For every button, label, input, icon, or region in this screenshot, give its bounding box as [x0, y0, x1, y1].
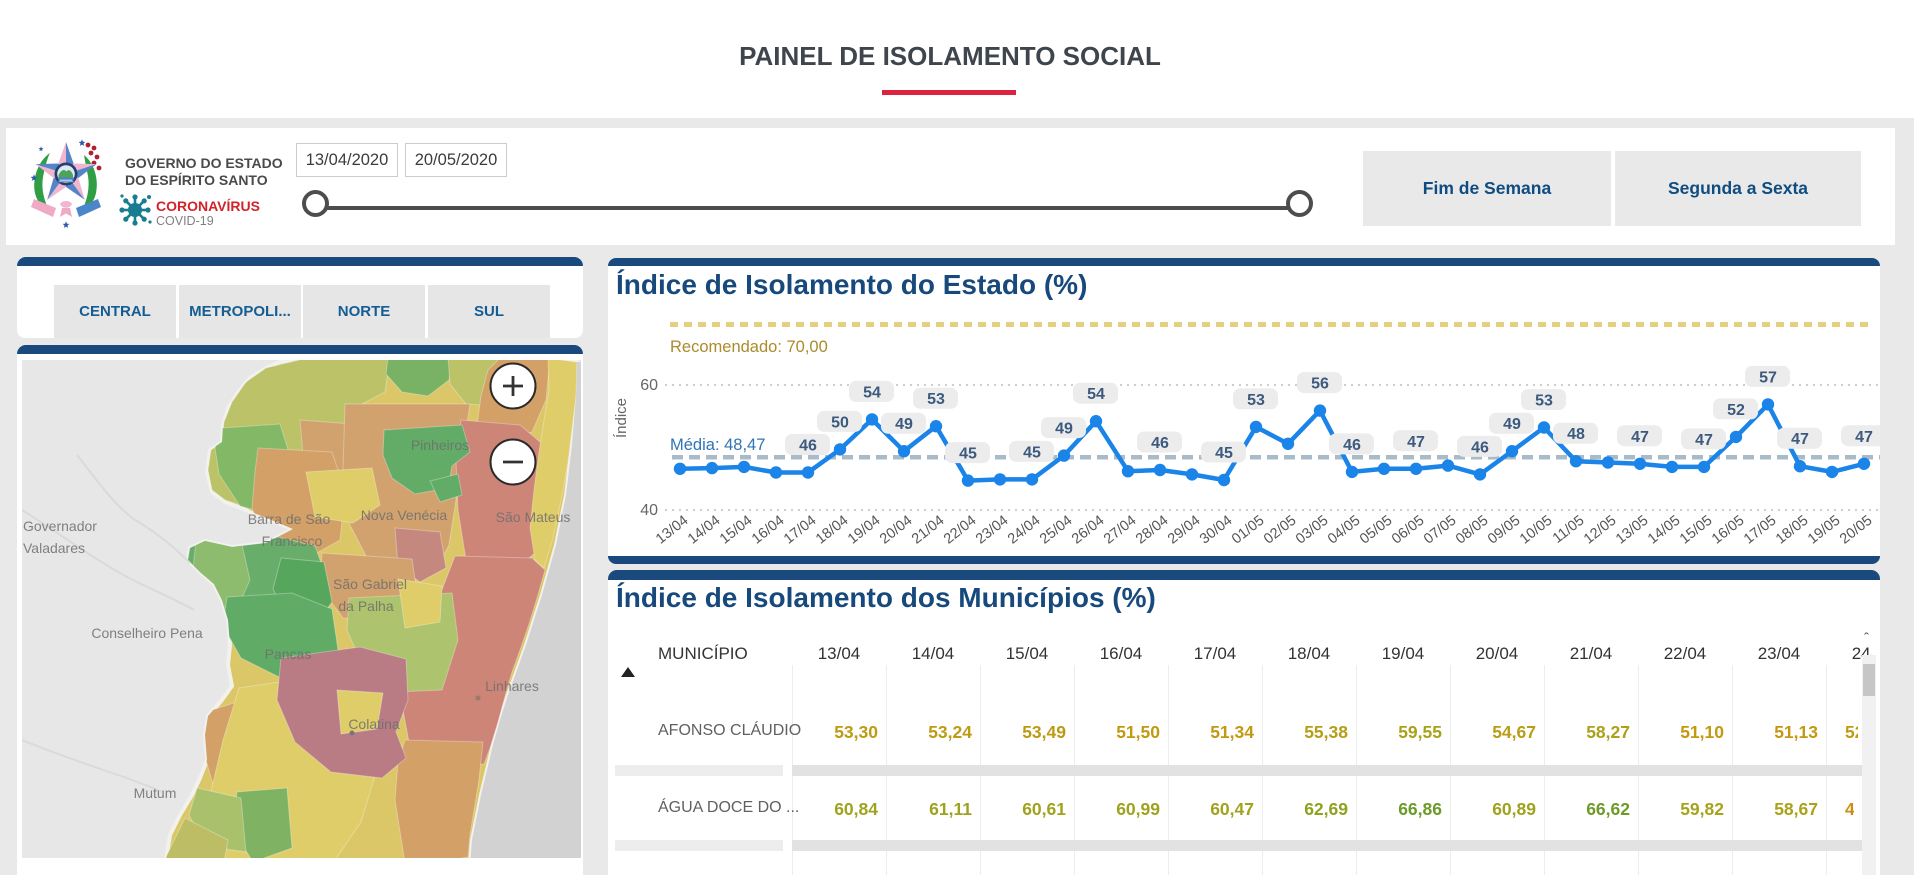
svg-text:Pancas: Pancas	[265, 646, 312, 662]
svg-text:22/04: 22/04	[941, 513, 979, 548]
svg-text:13/05: 13/05	[1613, 513, 1651, 548]
svg-text:48: 48	[1567, 426, 1585, 443]
svg-text:15/05: 15/05	[1677, 513, 1715, 548]
svg-text:12/05: 12/05	[1581, 513, 1619, 548]
svg-text:Nova Venécia: Nova Venécia	[361, 507, 448, 523]
svg-text:46: 46	[1151, 435, 1169, 452]
svg-text:08/05: 08/05	[1453, 513, 1491, 548]
svg-text:Mutum: Mutum	[134, 785, 177, 801]
svg-text:01/05: 01/05	[1229, 513, 1267, 548]
svg-text:21/04: 21/04	[909, 513, 947, 548]
svg-text:Francisco: Francisco	[262, 533, 323, 549]
svg-text:03/05: 03/05	[1293, 513, 1331, 548]
svg-text:11/05: 11/05	[1550, 513, 1588, 547]
svg-text:49: 49	[1055, 421, 1073, 438]
svg-text:20/05: 20/05	[1837, 513, 1875, 548]
svg-text:27/04: 27/04	[1101, 513, 1139, 548]
svg-text:60: 60	[640, 377, 658, 394]
svg-text:17/04: 17/04	[781, 513, 819, 548]
svg-text:47: 47	[1631, 429, 1649, 446]
svg-text:57: 57	[1759, 369, 1777, 386]
svg-text:46: 46	[1471, 439, 1489, 456]
svg-text:16/05: 16/05	[1709, 513, 1747, 548]
svg-text:50: 50	[831, 414, 849, 431]
svg-text:30/04: 30/04	[1197, 513, 1235, 548]
svg-text:Recomendado: 70,00: Recomendado: 70,00	[670, 338, 828, 356]
svg-text:52: 52	[1727, 402, 1745, 419]
svg-text:14/04: 14/04	[685, 513, 723, 548]
svg-text:07/05: 07/05	[1421, 513, 1459, 548]
svg-text:53: 53	[927, 391, 945, 408]
svg-text:29/04: 29/04	[1165, 513, 1203, 548]
svg-text:02/05: 02/05	[1261, 513, 1299, 548]
svg-text:54: 54	[863, 384, 881, 401]
svg-text:46: 46	[799, 438, 817, 455]
svg-text:25/04: 25/04	[1037, 513, 1075, 548]
svg-text:17/05: 17/05	[1741, 513, 1779, 548]
svg-text:19/05: 19/05	[1805, 513, 1843, 548]
svg-text:56: 56	[1311, 376, 1329, 393]
svg-text:49: 49	[895, 416, 913, 433]
svg-text:São Mateus: São Mateus	[496, 509, 571, 525]
svg-text:18/05: 18/05	[1773, 513, 1811, 548]
svg-text:13/04: 13/04	[653, 513, 691, 548]
svg-text:47: 47	[1695, 432, 1713, 449]
svg-text:26/04: 26/04	[1069, 513, 1107, 548]
svg-text:47: 47	[1791, 431, 1809, 448]
svg-text:45: 45	[959, 446, 977, 463]
svg-text:Linhares: Linhares	[485, 678, 539, 694]
svg-text:46: 46	[1343, 437, 1361, 454]
svg-text:53: 53	[1535, 393, 1553, 410]
svg-text:Barra de São: Barra de São	[248, 511, 331, 527]
svg-text:Índice: Índice	[613, 398, 630, 438]
svg-text:São Gabriel: São Gabriel	[333, 576, 407, 592]
svg-text:16/04: 16/04	[749, 513, 787, 548]
svg-text:04/05: 04/05	[1325, 513, 1363, 548]
svg-text:20/04: 20/04	[877, 513, 915, 548]
svg-text:15/04: 15/04	[717, 513, 755, 548]
svg-text:49: 49	[1503, 416, 1521, 433]
svg-text:23/04: 23/04	[973, 513, 1011, 548]
svg-text:Conselheiro Pena: Conselheiro Pena	[91, 625, 203, 641]
svg-text:10/05: 10/05	[1517, 513, 1555, 548]
svg-text:19/04: 19/04	[845, 513, 883, 548]
svg-text:40: 40	[640, 502, 658, 519]
svg-text:Pinheiros: Pinheiros	[411, 437, 469, 453]
svg-text:28/04: 28/04	[1133, 513, 1171, 548]
svg-text:Governador: Governador	[23, 518, 97, 534]
svg-text:47: 47	[1407, 434, 1425, 451]
svg-text:da Palha: da Palha	[338, 598, 393, 614]
svg-text:14/05: 14/05	[1645, 513, 1683, 548]
svg-text:18/04: 18/04	[813, 513, 851, 548]
svg-text:09/05: 09/05	[1485, 513, 1523, 548]
svg-text:06/05: 06/05	[1389, 513, 1427, 548]
svg-text:Colatina: Colatina	[348, 716, 400, 732]
svg-text:24/04: 24/04	[1005, 513, 1043, 548]
svg-text:05/05: 05/05	[1357, 513, 1395, 548]
svg-text:53: 53	[1247, 392, 1265, 409]
svg-text:45: 45	[1215, 445, 1233, 462]
svg-text:Média: 48,47: Média: 48,47	[670, 436, 765, 454]
svg-text:47: 47	[1855, 429, 1873, 446]
svg-text:Valadares: Valadares	[23, 540, 85, 556]
svg-text:45: 45	[1023, 444, 1041, 461]
svg-text:54: 54	[1087, 386, 1105, 403]
